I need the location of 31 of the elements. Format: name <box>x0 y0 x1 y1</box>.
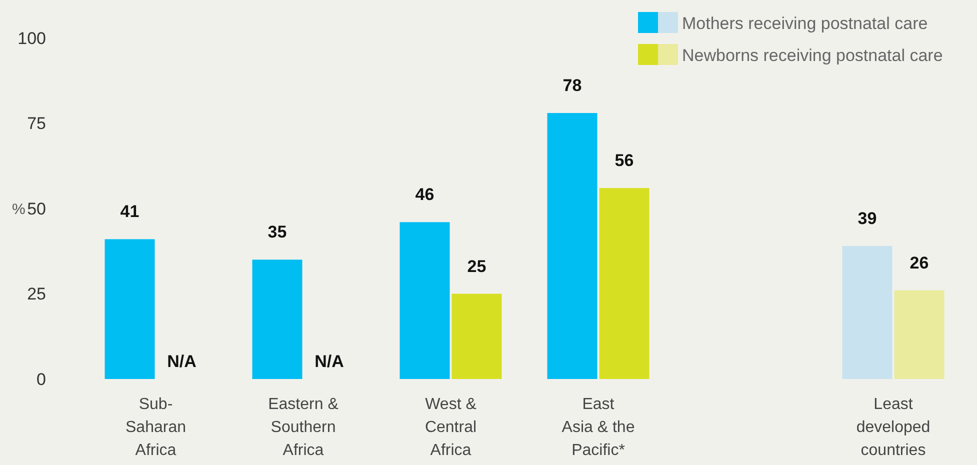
data-label: 56 <box>614 151 634 170</box>
text: N/A <box>314 352 344 371</box>
bar <box>547 113 598 379</box>
bar <box>252 260 302 379</box>
y-tick-label: 50 <box>27 199 46 218</box>
y-tick-label: 75 <box>27 114 46 134</box>
y-tick-label: 25 <box>27 284 46 304</box>
bar <box>452 294 502 379</box>
x-tick-label: Least developed countries <box>856 396 930 459</box>
data-label: 35 <box>268 222 287 242</box>
data-label: 39 <box>858 209 877 228</box>
bar <box>599 188 650 379</box>
y-tick-label: 100 <box>18 28 46 48</box>
x-tick-label: Sub- Saharan Africa <box>126 396 186 459</box>
bar <box>104 239 155 379</box>
bar <box>894 290 944 379</box>
y-tick-label: 0 <box>36 370 46 389</box>
data-label: 78 <box>562 76 582 96</box>
bar <box>842 246 892 379</box>
bar <box>400 222 450 379</box>
x-tick-label: East Asia & the Pacific* <box>562 396 635 459</box>
text: N/A <box>167 352 196 371</box>
data-label: 26 <box>910 253 929 272</box>
data-label: 25 <box>467 256 486 276</box>
y-axis-title: % <box>12 200 26 218</box>
x-tick-label: Eastern & Southern Africa <box>268 396 339 459</box>
legend-label: Mothers receiving postnatal care <box>682 14 928 33</box>
data-label: 41 <box>120 202 140 222</box>
legend-label: Newborns receiving postnatal care <box>682 46 943 65</box>
data-label: 46 <box>415 185 434 204</box>
x-tick-label: West & Central Africa <box>424 396 477 459</box>
